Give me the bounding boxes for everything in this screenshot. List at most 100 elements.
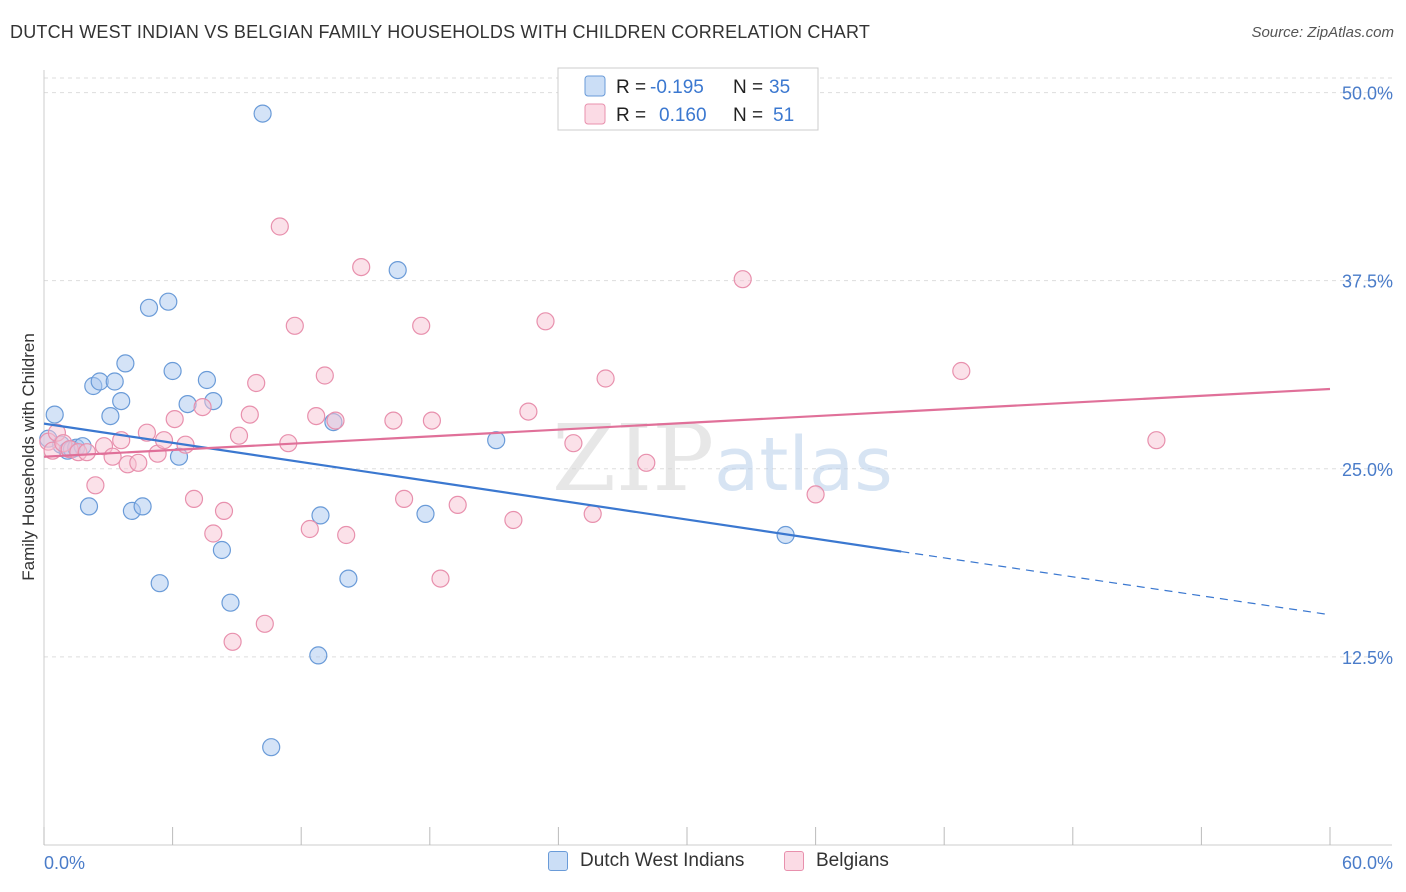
axis-layer: 12.5% 25.0% 37.5% 50.0% 0.0% 60.0%	[43, 70, 1393, 873]
point-belgian	[583, 504, 602, 524]
point-dutch-west-indian	[309, 646, 328, 665]
point-belgian	[504, 510, 523, 530]
series-legend: Dutch West Indians Belgians	[0, 850, 1406, 878]
point-dutch-west-indian	[178, 395, 197, 414]
y-tick-label: 50.0%	[1342, 84, 1393, 104]
point-belgian	[193, 398, 212, 417]
stats-legend: R = -0.195 N = 35 R = 0.160 N = 51	[557, 67, 819, 131]
point-belgian	[103, 447, 122, 466]
legend-swatch-blue	[584, 75, 606, 97]
point-belgian	[285, 316, 304, 335]
point-dutch-west-indian	[197, 370, 216, 390]
legend-label-dutch-west-indians: Dutch West Indians	[580, 850, 745, 871]
y-tick-label: 25.0%	[1342, 460, 1393, 480]
point-belgian	[412, 316, 431, 335]
point-belgian	[223, 632, 242, 651]
point-belgian	[596, 369, 615, 388]
x-tick-label-max: 60.0%	[1342, 853, 1393, 873]
point-dutch-west-indian	[416, 504, 435, 524]
point-belgian	[448, 495, 467, 514]
legend-item-dutch-west-indians[interactable]: Dutch West Indians	[548, 850, 744, 872]
point-dutch-west-indian	[105, 372, 124, 391]
point-belgian	[431, 569, 450, 588]
point-belgian	[255, 614, 274, 633]
point-dutch-west-indian	[101, 407, 120, 426]
point-dutch-west-indian	[253, 104, 272, 123]
point-belgian	[270, 217, 289, 236]
point-dutch-west-indian	[150, 574, 169, 593]
point-dutch-west-indian	[139, 298, 159, 317]
point-dutch-west-indian	[311, 506, 330, 525]
point-belgian	[214, 501, 234, 520]
point-dutch-west-indian	[79, 497, 99, 516]
point-dutch-west-indian	[212, 540, 231, 560]
point-belgian	[637, 453, 656, 472]
point-belgian	[352, 258, 371, 277]
point-dutch-west-indian	[262, 738, 281, 757]
legend-label-belgians: Belgians	[816, 850, 889, 871]
x-tick-label-min: 0.0%	[44, 853, 85, 873]
point-belgian	[204, 524, 223, 543]
point-belgian	[165, 410, 184, 429]
point-belgian	[137, 423, 156, 442]
point-dutch-west-indian	[388, 261, 407, 280]
source-label: Source: ZipAtlas.com	[1251, 24, 1394, 41]
point-dutch-west-indian	[112, 392, 131, 411]
legend-r-label-1: R =	[616, 77, 646, 98]
point-dutch-west-indian	[116, 354, 135, 373]
point-dutch-west-indian	[487, 431, 506, 450]
legend-n-label-1: N =	[733, 77, 763, 98]
legend-swatch-pink	[584, 103, 606, 125]
point-belgian	[326, 411, 345, 430]
point-belgian	[395, 489, 414, 508]
watermark: ZIP atlas	[552, 405, 893, 512]
trendline-belgians	[43, 387, 1331, 458]
point-belgian	[229, 426, 249, 445]
point-belgian	[519, 402, 538, 421]
legend-n-label-2: N =	[733, 105, 763, 126]
point-belgian	[337, 525, 356, 545]
legend-swatch-dutch-west-indians	[548, 851, 568, 871]
point-belgian	[77, 443, 97, 462]
point-belgian	[300, 519, 319, 539]
legend-n-value-1: 35	[769, 77, 790, 98]
legend-r-value-1: -0.195	[650, 77, 704, 98]
point-dutch-west-indian	[163, 361, 182, 381]
point-belgian	[733, 270, 752, 289]
point-belgian	[384, 411, 403, 430]
trendline-dutch-west-indians-extension	[901, 550, 1331, 616]
point-dutch-west-indian	[159, 292, 178, 311]
point-dutch-west-indian	[133, 497, 152, 516]
legend-r-label-2: R =	[616, 105, 646, 126]
point-belgian	[564, 434, 583, 453]
point-belgian	[86, 476, 105, 495]
point-belgian	[422, 411, 441, 430]
y-axis-label: Family Households with Children	[19, 333, 38, 581]
point-dutch-west-indian	[45, 405, 64, 424]
legend-swatch-belgians	[784, 851, 804, 871]
point-belgian	[1147, 431, 1166, 450]
point-belgian	[952, 361, 971, 381]
y-tick-label: 12.5%	[1342, 648, 1393, 668]
point-dutch-west-indian	[221, 593, 240, 612]
point-belgian	[307, 407, 326, 426]
watermark-atlas: atlas	[714, 422, 893, 508]
y-tick-label: 37.5%	[1342, 272, 1393, 292]
legend-r-value-2: 0.160	[659, 105, 707, 126]
point-dutch-west-indian	[339, 569, 358, 588]
point-belgian	[184, 489, 204, 508]
trend-layer	[43, 387, 1331, 616]
trendline-dutch-west-indians	[43, 422, 902, 553]
point-belgian	[247, 373, 266, 393]
grid-layer	[44, 77, 1392, 658]
point-belgian	[240, 405, 259, 424]
legend-n-value-2: 51	[773, 105, 794, 126]
point-belgian	[536, 312, 555, 331]
point-belgian	[806, 485, 825, 504]
point-belgian	[129, 453, 148, 472]
legend-item-belgians[interactable]: Belgians	[784, 850, 889, 872]
point-belgian	[315, 366, 334, 385]
watermark-zip: ZIP	[552, 405, 714, 512]
chart-title: DUTCH WEST INDIAN VS BELGIAN FAMILY HOUS…	[10, 22, 871, 42]
